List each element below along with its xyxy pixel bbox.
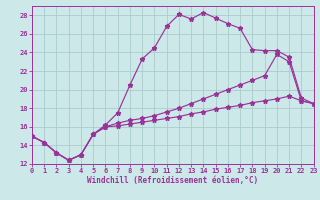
X-axis label: Windchill (Refroidissement éolien,°C): Windchill (Refroidissement éolien,°C) [87, 176, 258, 185]
